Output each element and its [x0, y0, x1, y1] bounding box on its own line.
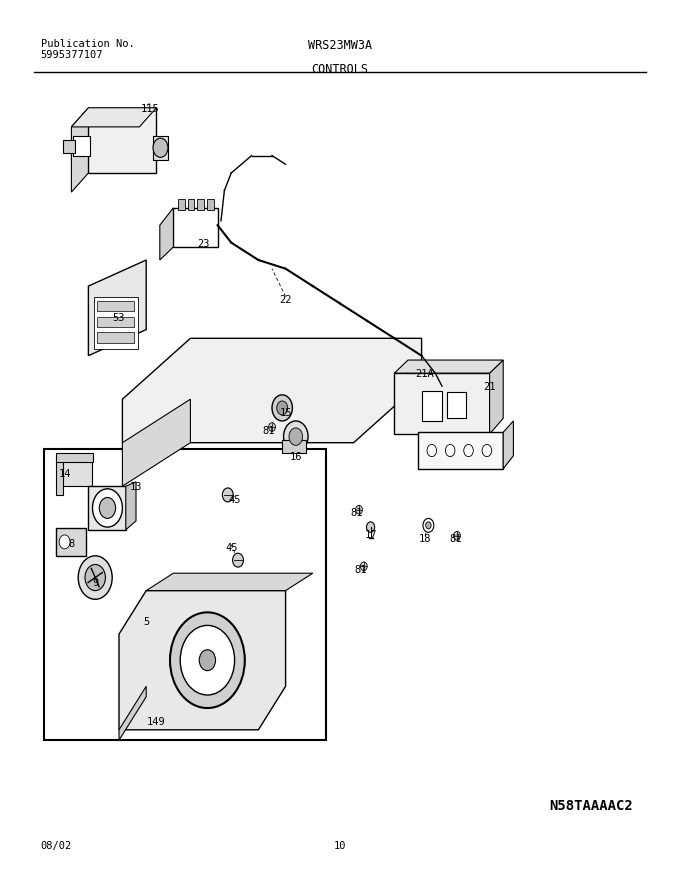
Bar	[88, 109, 156, 174]
Polygon shape	[490, 361, 503, 434]
Text: 149: 149	[147, 716, 166, 726]
Text: 8: 8	[68, 538, 75, 548]
Text: 81: 81	[262, 425, 275, 435]
Circle shape	[367, 522, 375, 533]
Text: 18: 18	[419, 534, 431, 544]
Bar	[447, 393, 466, 419]
Circle shape	[233, 554, 243, 567]
Text: 15: 15	[279, 408, 292, 418]
Circle shape	[78, 556, 112, 600]
Circle shape	[464, 445, 473, 457]
Text: 17: 17	[364, 529, 377, 540]
Bar	[44, 449, 326, 740]
Text: 22: 22	[279, 295, 292, 305]
Polygon shape	[71, 109, 156, 128]
Text: 45: 45	[225, 542, 237, 553]
Text: 14: 14	[58, 468, 71, 479]
Bar	[63, 141, 75, 154]
Polygon shape	[126, 482, 136, 530]
Circle shape	[92, 489, 122, 527]
Circle shape	[99, 498, 116, 519]
Circle shape	[59, 535, 70, 549]
Text: Publication No.: Publication No.	[41, 39, 135, 49]
Text: CONTROLS: CONTROLS	[311, 63, 369, 76]
Circle shape	[85, 565, 105, 591]
Polygon shape	[122, 339, 422, 443]
Circle shape	[482, 445, 492, 457]
Text: 13: 13	[130, 481, 142, 492]
Polygon shape	[119, 591, 286, 730]
Bar	[94, 297, 138, 349]
Circle shape	[289, 428, 303, 446]
Circle shape	[222, 488, 233, 502]
Polygon shape	[146, 574, 313, 591]
Bar	[197, 200, 204, 210]
Bar	[418, 433, 503, 469]
Polygon shape	[394, 361, 503, 374]
Text: 115: 115	[140, 103, 159, 114]
Circle shape	[356, 506, 362, 514]
Text: 5995377107: 5995377107	[41, 50, 103, 60]
Text: 16: 16	[290, 451, 302, 461]
Bar	[97, 333, 134, 343]
Bar	[97, 302, 134, 312]
Bar	[188, 200, 194, 210]
Circle shape	[199, 650, 216, 671]
Circle shape	[277, 401, 288, 415]
Text: 5: 5	[143, 616, 150, 627]
Circle shape	[427, 445, 437, 457]
Bar	[56, 528, 86, 556]
Text: 53: 53	[113, 312, 125, 322]
Polygon shape	[503, 421, 513, 469]
Polygon shape	[122, 400, 190, 487]
Circle shape	[170, 613, 245, 708]
Text: N58TAAAAC2: N58TAAAAC2	[549, 799, 634, 813]
Bar	[56, 459, 63, 495]
Polygon shape	[160, 209, 173, 261]
Text: 9: 9	[92, 577, 99, 587]
Text: WRS23MW3A: WRS23MW3A	[308, 39, 372, 52]
Circle shape	[426, 522, 431, 529]
Circle shape	[272, 395, 292, 421]
Polygon shape	[394, 374, 490, 434]
Bar	[73, 137, 90, 156]
Text: 08/02: 08/02	[41, 840, 72, 850]
Text: 81: 81	[449, 534, 462, 544]
Circle shape	[454, 532, 460, 541]
Text: 21A: 21A	[415, 368, 435, 379]
Polygon shape	[88, 261, 146, 356]
Circle shape	[153, 139, 168, 158]
Polygon shape	[58, 461, 92, 487]
Circle shape	[360, 562, 367, 571]
Polygon shape	[71, 109, 88, 193]
Polygon shape	[119, 687, 146, 740]
Circle shape	[445, 445, 455, 457]
Bar	[153, 136, 168, 161]
Bar	[88, 487, 126, 530]
Circle shape	[423, 519, 434, 533]
Bar	[422, 391, 442, 421]
Text: 81: 81	[351, 507, 363, 518]
Text: 45: 45	[228, 494, 241, 505]
Text: 21: 21	[483, 381, 496, 392]
Text: 81: 81	[354, 564, 367, 574]
Bar	[56, 454, 93, 462]
Text: 23: 23	[198, 238, 210, 249]
Circle shape	[284, 421, 308, 453]
Bar	[178, 200, 185, 210]
Text: 10: 10	[334, 840, 346, 850]
Circle shape	[180, 626, 235, 695]
Circle shape	[269, 423, 275, 432]
Bar	[97, 317, 134, 328]
Bar	[173, 209, 218, 248]
Bar	[207, 200, 214, 210]
Bar	[282, 441, 306, 454]
